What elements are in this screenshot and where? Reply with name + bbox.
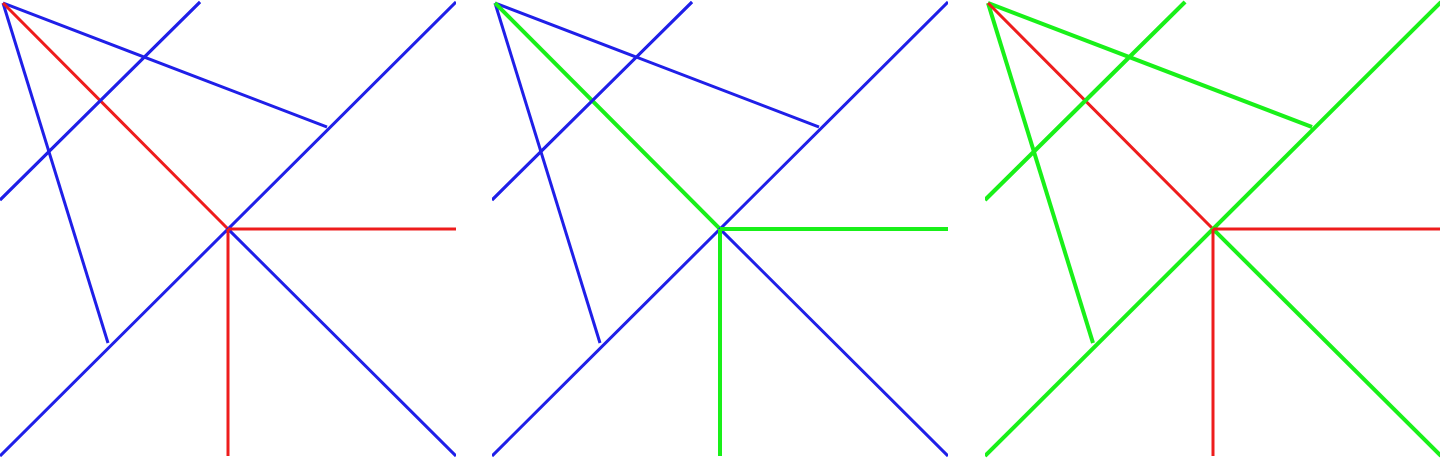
panel-2-edge-f (718, 227, 948, 458)
panel-3-edge-f (1211, 227, 1440, 458)
graph-panel-2 (492, 0, 948, 458)
panel-3-edge-b (986, 2, 1095, 344)
graph-panel-3 (985, 0, 1440, 458)
panel-3-edge-a (987, 1, 1313, 129)
panel-3-edge-i (985, 0, 1187, 202)
panel-2-edge-d (493, 1, 722, 231)
panel-1-edge-i (0, 0, 202, 202)
panel-1-edge-d (1, 1, 230, 231)
panel-1-edge-f (226, 227, 456, 458)
panel-3-edge-d (986, 1, 1215, 231)
panel-2-edge-a (494, 1, 820, 129)
panel-1-edge-a (2, 1, 328, 129)
panel-1-edge-b (1, 2, 110, 344)
panel-2-edge-b (493, 2, 602, 344)
graph-panel-1 (0, 0, 456, 458)
panel-2-edge-i (492, 0, 694, 202)
